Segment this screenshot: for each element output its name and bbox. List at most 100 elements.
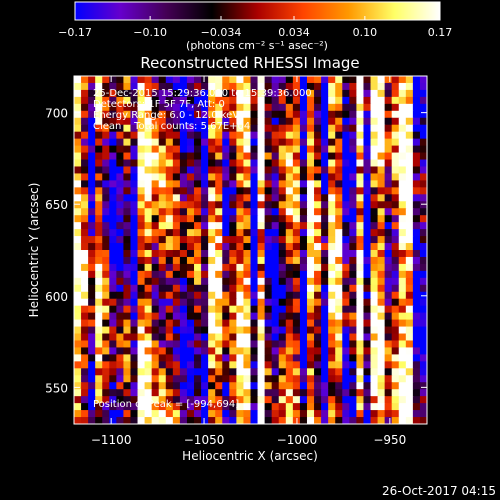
heatmap-cell bbox=[278, 187, 287, 195]
heatmap-cell bbox=[215, 124, 223, 133]
heatmap-cell bbox=[299, 82, 308, 91]
heatmap-cell bbox=[264, 250, 273, 258]
heatmap-cell bbox=[257, 347, 266, 355]
heatmap-cell bbox=[257, 340, 266, 349]
heatmap-cell bbox=[116, 166, 125, 175]
heatmap-cell bbox=[81, 222, 89, 230]
heatmap-cell bbox=[158, 180, 167, 188]
heatmap-cell bbox=[335, 145, 343, 154]
heatmap-cell bbox=[102, 229, 110, 237]
heatmap-cell bbox=[130, 236, 139, 244]
heatmap-cell bbox=[328, 298, 336, 307]
heatmap-cell bbox=[384, 326, 393, 335]
heatmap-cell bbox=[215, 250, 223, 258]
heatmap-cell bbox=[95, 215, 103, 223]
heatmap-cell bbox=[271, 110, 280, 119]
heatmap-cell bbox=[356, 110, 365, 119]
heatmap-cell bbox=[243, 89, 252, 98]
heatmap-cell bbox=[109, 159, 117, 168]
heatmap-cell bbox=[222, 82, 230, 91]
heatmap-cell bbox=[363, 270, 372, 279]
heatmap-cell bbox=[215, 236, 223, 244]
heatmap-cell bbox=[264, 319, 273, 328]
heatmap-cell bbox=[306, 382, 315, 390]
heatmap-cell bbox=[137, 403, 146, 411]
heatmap-cell bbox=[250, 131, 259, 140]
heatmap-cell bbox=[144, 173, 153, 181]
heatmap-cell bbox=[229, 243, 237, 251]
heatmap-cell bbox=[264, 270, 273, 279]
heatmap-cell bbox=[349, 319, 357, 328]
heatmap-cell bbox=[250, 138, 259, 147]
heatmap-cell bbox=[405, 180, 414, 188]
heatmap-cell bbox=[271, 270, 280, 279]
heatmap-cell bbox=[179, 354, 188, 362]
heatmap-cell bbox=[81, 124, 89, 133]
heatmap-cell bbox=[321, 270, 329, 279]
heatmap-cell bbox=[236, 291, 245, 300]
heatmap-cell bbox=[328, 389, 336, 397]
heatmap-cell bbox=[158, 117, 167, 126]
heatmap-cell bbox=[74, 312, 82, 321]
heatmap-cell bbox=[81, 347, 89, 355]
heatmap-cell bbox=[335, 312, 343, 321]
heatmap-cell bbox=[271, 96, 280, 105]
heatmap-cell bbox=[236, 222, 245, 230]
heatmap-cell bbox=[356, 277, 365, 286]
heatmap-cell bbox=[342, 76, 350, 84]
heatmap-cell bbox=[116, 180, 125, 188]
heatmap-cell bbox=[271, 361, 280, 369]
heatmap-cell bbox=[250, 222, 259, 230]
heatmap-cell bbox=[405, 354, 414, 362]
heatmap-cell bbox=[292, 187, 301, 195]
heatmap-cell bbox=[405, 319, 414, 328]
heatmap-cell bbox=[165, 152, 174, 161]
heatmap-cell bbox=[349, 305, 357, 314]
heatmap-cell bbox=[384, 277, 393, 286]
heatmap-cell bbox=[384, 375, 393, 383]
heatmap-cell bbox=[419, 152, 427, 161]
heatmap-cell bbox=[405, 194, 414, 202]
heatmap-cell bbox=[405, 187, 414, 195]
heatmap-cell bbox=[222, 76, 230, 84]
heatmap-cell bbox=[222, 187, 230, 195]
heatmap-cell bbox=[158, 326, 167, 335]
heatmap-cell bbox=[215, 89, 223, 98]
heatmap-cell bbox=[321, 96, 329, 105]
heatmap-cell bbox=[356, 305, 365, 314]
heatmap-cell bbox=[377, 256, 386, 265]
heatmap-cell bbox=[243, 298, 252, 307]
heatmap-cell bbox=[151, 222, 160, 230]
heatmap-cell bbox=[130, 375, 139, 383]
heatmap-cell bbox=[95, 103, 103, 112]
heatmap-cell bbox=[229, 96, 237, 105]
heatmap-cell bbox=[377, 124, 386, 133]
heatmap-cell bbox=[222, 152, 230, 161]
heatmap-cell bbox=[314, 250, 322, 258]
heatmap-cell bbox=[271, 417, 280, 424]
heatmap-cell bbox=[201, 256, 209, 265]
heatmap-cell bbox=[335, 222, 343, 230]
heatmap-cell bbox=[321, 312, 329, 321]
heatmap-cell bbox=[271, 103, 280, 112]
heatmap-cell bbox=[292, 180, 301, 188]
heatmap-cell bbox=[144, 76, 153, 84]
heatmap-cell bbox=[271, 82, 280, 91]
heatmap-cell bbox=[278, 229, 287, 237]
heatmap-cell bbox=[102, 319, 110, 328]
heatmap-cell bbox=[74, 354, 82, 362]
heatmap-cell bbox=[391, 263, 400, 272]
heatmap-cell bbox=[116, 333, 125, 342]
heatmap-cell bbox=[349, 159, 357, 168]
heatmap-cell bbox=[137, 131, 146, 140]
heatmap-cell bbox=[88, 277, 96, 286]
heatmap-cell bbox=[201, 375, 209, 383]
heatmap-cell bbox=[130, 305, 139, 314]
heatmap-cell bbox=[144, 319, 153, 328]
heatmap-cell bbox=[215, 396, 223, 404]
heatmap-cell bbox=[285, 256, 294, 265]
heatmap-cell bbox=[285, 333, 294, 342]
heatmap-cell bbox=[123, 361, 132, 369]
heatmap-cell bbox=[419, 250, 427, 258]
